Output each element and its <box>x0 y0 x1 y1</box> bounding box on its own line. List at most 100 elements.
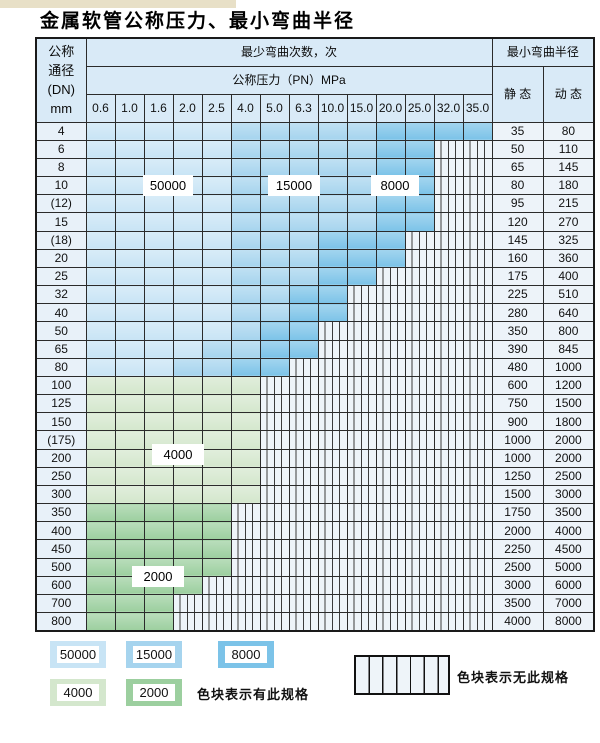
table-row-dn-200: 200 1000 2000 <box>35 448 595 468</box>
spec-cell <box>201 339 232 359</box>
spec-cell <box>317 212 348 232</box>
no-spec-cell <box>433 394 464 414</box>
pressure-tick-25.0: 25.0 <box>404 93 435 123</box>
spec-cell <box>201 503 232 523</box>
legend-swatch-2000: 2000 <box>126 679 182 706</box>
no-spec-cell <box>288 612 319 632</box>
no-spec-cell <box>433 176 464 196</box>
table-row-dn-50: 50 350 800 <box>35 321 595 341</box>
no-spec-cell <box>404 521 435 541</box>
spec-cell <box>172 266 203 287</box>
dn-header-line2: 通径 <box>48 63 75 79</box>
spec-cell <box>346 230 377 250</box>
no-spec-cell <box>346 593 377 614</box>
no-spec-cell <box>375 412 406 432</box>
table-row-dn-12: (12) 95 215 <box>35 194 595 214</box>
nominal-pressure-header: 公称压力（PN）MPa <box>85 65 493 95</box>
dn-column-header: 公称 通径 (DN) mm <box>35 37 87 123</box>
spec-cell <box>172 503 203 523</box>
no-spec-cell <box>462 212 493 232</box>
spec-cell <box>172 484 203 505</box>
no-spec-cell <box>201 612 232 632</box>
spec-cell <box>172 212 203 232</box>
spec-cell <box>172 357 203 377</box>
table-row-dn-20: 20 160 360 <box>35 248 595 268</box>
no-spec-cell <box>317 539 348 559</box>
no-spec-cell <box>433 539 464 559</box>
spec-cell <box>230 230 261 250</box>
no-spec-cell <box>259 412 290 432</box>
spec-cell <box>114 357 145 377</box>
no-spec-cell <box>404 357 435 377</box>
dynamic-radius-cell: 2000 <box>542 430 595 450</box>
no-spec-cell <box>317 575 348 595</box>
no-spec-cell <box>375 557 406 577</box>
no-spec-cell <box>462 321 493 341</box>
pressure-tick-row: 0.6 1.0 1.6 2.0 2.5 4.0 5.0 6.3 10.0 15.0 20.0 25.0… <box>36 93 594 123</box>
spec-cell <box>85 521 116 541</box>
no-spec-cell <box>404 503 435 523</box>
no-spec-cell <box>259 448 290 468</box>
no-spec-cell <box>317 321 348 341</box>
static-radius-cell: 900 <box>491 412 544 432</box>
dynamic-radius-cell: 640 <box>542 303 595 323</box>
dn-cell: 150 <box>35 412 87 432</box>
spec-cell <box>404 212 435 232</box>
no-spec-cell <box>375 430 406 450</box>
pressure-tick-2.0: 2.0 <box>172 93 203 123</box>
no-spec-cell <box>375 285 406 305</box>
spec-cell <box>201 357 232 377</box>
no-spec-cell <box>404 484 435 505</box>
spec-cell <box>85 194 116 214</box>
pressure-tick-1.0: 1.0 <box>114 93 145 123</box>
no-spec-cell <box>375 503 406 523</box>
no-spec-cell <box>172 593 203 614</box>
spec-cell <box>114 484 145 505</box>
dn-cell: 32 <box>35 285 87 305</box>
spec-cell <box>259 285 290 305</box>
no-spec-cell <box>433 339 464 359</box>
dn-cell: (18) <box>35 230 87 250</box>
spec-cell <box>172 303 203 323</box>
no-spec-cell <box>462 339 493 359</box>
no-spec-cell <box>462 285 493 305</box>
dn-cell: 450 <box>35 539 87 559</box>
no-spec-cell <box>346 321 377 341</box>
no-spec-cell <box>201 575 232 595</box>
dn-cell: 350 <box>35 503 87 523</box>
table-row-dn-25: 25 175 400 <box>35 266 595 287</box>
spec-cell <box>375 248 406 268</box>
spec-cell <box>114 176 145 196</box>
no-spec-cell <box>259 593 290 614</box>
no-spec-cell <box>462 430 493 450</box>
dynamic-radius-cell: 1200 <box>542 375 595 396</box>
no-spec-cell <box>462 484 493 505</box>
no-spec-cell <box>346 466 377 486</box>
spec-cell <box>143 394 174 414</box>
spec-cell <box>230 194 261 214</box>
no-spec-cell <box>462 303 493 323</box>
no-spec-cell <box>404 448 435 468</box>
spec-cell <box>230 484 261 505</box>
table-row-dn-300: 300 1500 3000 <box>35 484 595 505</box>
spec-cell <box>172 412 203 432</box>
spec-cell <box>317 157 348 178</box>
spec-cell <box>201 484 232 505</box>
spec-cell <box>201 157 232 178</box>
spec-cell <box>85 212 116 232</box>
cycles-label-4000: 4000 <box>152 444 204 465</box>
spec-cell <box>230 266 261 287</box>
spec-cell <box>172 121 203 141</box>
spec-cell <box>230 394 261 414</box>
spec-cell <box>114 593 145 614</box>
no-spec-cell <box>259 394 290 414</box>
min-bend-radius-header: 最小弯曲半径 <box>491 37 595 67</box>
spec-cell <box>230 466 261 486</box>
spec-cell <box>346 212 377 232</box>
no-spec-cell <box>433 266 464 287</box>
no-spec-cell <box>259 557 290 577</box>
dn-cell: 8 <box>35 157 87 178</box>
spec-cell <box>201 194 232 214</box>
no-spec-cell <box>317 557 348 577</box>
no-spec-cell <box>433 321 464 341</box>
